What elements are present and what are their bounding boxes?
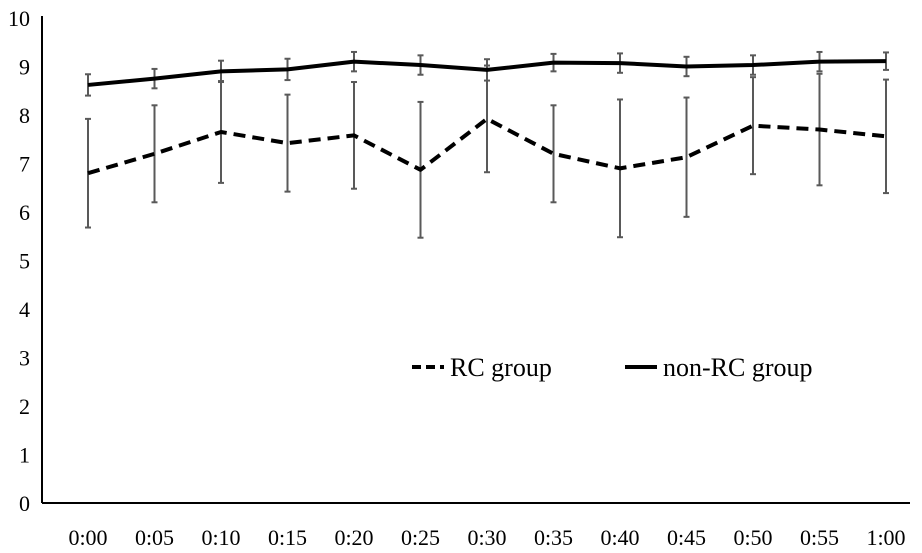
x-tick-label: 1:00 <box>866 525 905 550</box>
error-bar <box>683 96 690 218</box>
x-tick-label: 0:30 <box>467 525 506 550</box>
y-tick-label: 9 <box>19 55 30 80</box>
error-bar <box>750 76 756 176</box>
x-tick-label: 0:20 <box>334 525 373 550</box>
x-tick-label: 0:35 <box>534 525 573 550</box>
y-tick-label: 3 <box>19 346 30 371</box>
x-tick-label: 0:50 <box>733 525 772 550</box>
x-tick-label: 0:15 <box>268 525 307 550</box>
error-bar <box>550 104 557 204</box>
series-line-non-rc-group <box>87 59 887 87</box>
y-tick-label: 0 <box>19 491 30 516</box>
x-tick-label: 0:05 <box>135 525 174 550</box>
y-tick-label: 6 <box>19 200 30 225</box>
error-bar <box>883 78 889 195</box>
series-line-rc-group <box>87 116 887 176</box>
x-tick-label: 0:10 <box>201 525 240 550</box>
legend-label-rc-group: RC group <box>450 353 552 382</box>
y-tick-label: 1 <box>19 443 30 468</box>
y-tick-label: 5 <box>19 249 30 274</box>
error-bar <box>151 104 158 204</box>
x-tick-label: 0:45 <box>667 525 706 550</box>
x-tick-label: 0:00 <box>68 525 107 550</box>
x-tick-label: 0:25 <box>401 525 440 550</box>
error-bar <box>284 93 291 193</box>
y-tick-label: 10 <box>8 6 30 31</box>
y-tick-label: 2 <box>19 394 30 419</box>
y-tick-label: 4 <box>19 297 30 322</box>
x-tick-label: 0:55 <box>800 525 839 550</box>
y-tick-label: 8 <box>19 103 30 128</box>
x-tick-label: 0:40 <box>600 525 639 550</box>
legend-label-non-rc-group: non-RC group <box>663 353 813 382</box>
y-tick-label: 7 <box>19 152 30 177</box>
